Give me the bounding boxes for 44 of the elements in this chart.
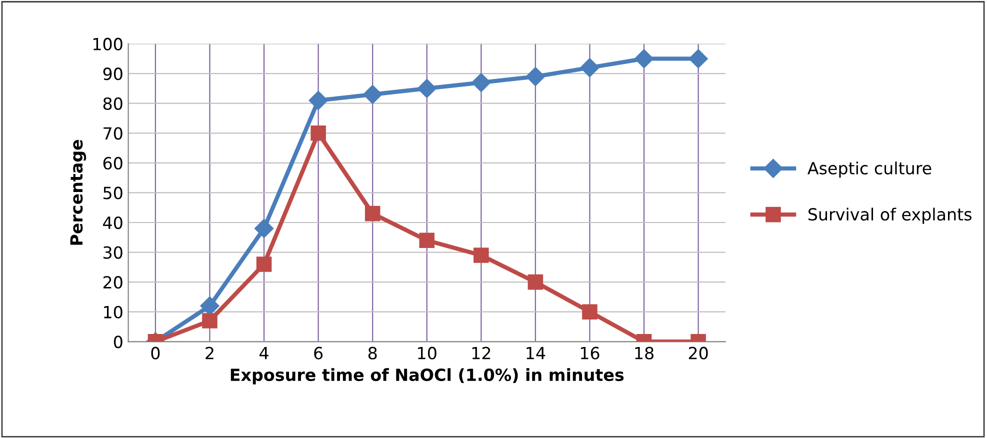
y-tick-label: 90 <box>103 68 122 80</box>
point <box>474 248 489 263</box>
point <box>364 206 380 222</box>
point <box>256 256 272 272</box>
y-tick-label: 60 <box>103 156 122 170</box>
x-tick-label: 8 <box>368 346 377 360</box>
y-tick-label: 40 <box>103 216 122 230</box>
y-tick-label: 30 <box>104 246 122 259</box>
y-tick-label: 100 <box>93 38 122 50</box>
point <box>308 90 328 110</box>
point <box>254 218 274 238</box>
x-axis-title: Exposure time of NaOCl (1.0%) in minutes <box>230 368 624 384</box>
legend-label: Survival of explants <box>808 208 972 224</box>
point <box>634 49 654 68</box>
point <box>526 67 545 86</box>
y-tick-label: 70 <box>104 127 122 140</box>
legend-label: Aseptic culture <box>808 162 932 178</box>
y-tick-label: 20 <box>103 276 122 289</box>
y-axis-title: Percentage <box>70 140 86 245</box>
x-tick-label: 12 <box>472 346 490 360</box>
x-tick-label: 2 <box>206 346 214 360</box>
y-tick-label: 10 <box>104 306 122 318</box>
point <box>528 274 544 290</box>
point <box>580 58 600 78</box>
x-tick-label: 20 <box>688 346 708 360</box>
y-tick-label: 50 <box>104 186 122 200</box>
x-tick-label: 0 <box>151 346 160 360</box>
x-tick-label: 18 <box>635 346 654 360</box>
point <box>472 72 491 92</box>
point <box>419 232 435 248</box>
y-tick-label: 0 <box>114 336 122 348</box>
x-tick-label: 16 <box>580 346 600 360</box>
y-tick-label: 80 <box>103 97 122 110</box>
x-tick-label: 4 <box>260 347 268 360</box>
point <box>582 304 598 320</box>
point <box>417 78 436 98</box>
point <box>200 296 220 316</box>
point <box>363 84 382 104</box>
point <box>202 313 218 328</box>
point <box>688 49 708 68</box>
point <box>310 126 326 141</box>
x-tick-label: 6 <box>314 346 323 360</box>
x-tick-label: 14 <box>526 347 546 360</box>
x-tick-label: 10 <box>418 346 436 360</box>
